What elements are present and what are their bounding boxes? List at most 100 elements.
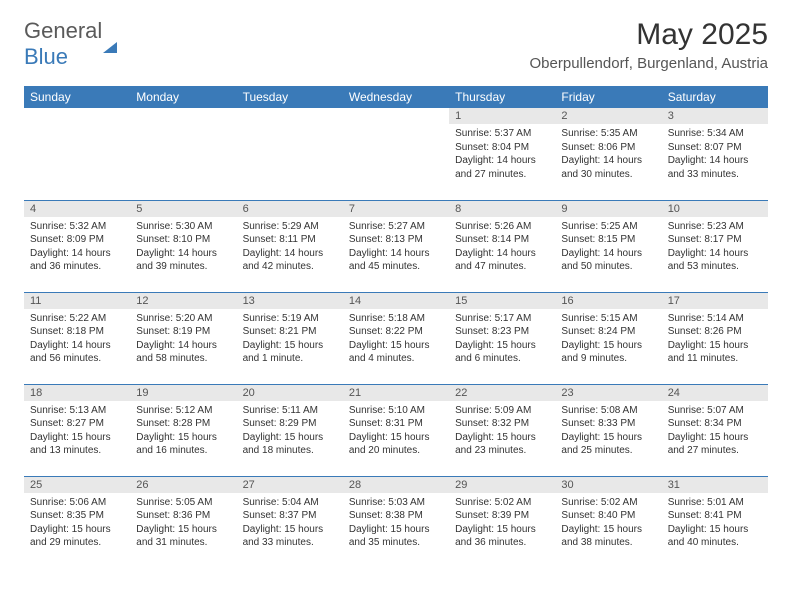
calendar-day-cell: 6Sunrise: 5:29 AM Sunset: 8:11 PM Daylig… — [237, 200, 343, 292]
weekday-header-row: Sunday Monday Tuesday Wednesday Thursday… — [24, 86, 768, 108]
calendar-day-cell — [24, 108, 130, 200]
calendar-day-cell: 24Sunrise: 5:07 AM Sunset: 8:34 PM Dayli… — [662, 384, 768, 476]
day-number: 25 — [24, 477, 130, 493]
calendar-week-row: 1Sunrise: 5:37 AM Sunset: 8:04 PM Daylig… — [24, 108, 768, 200]
calendar-day-cell: 15Sunrise: 5:17 AM Sunset: 8:23 PM Dayli… — [449, 292, 555, 384]
calendar-day-cell: 2Sunrise: 5:35 AM Sunset: 8:06 PM Daylig… — [555, 108, 661, 200]
day-number: 19 — [130, 385, 236, 401]
calendar-day-cell: 12Sunrise: 5:20 AM Sunset: 8:19 PM Dayli… — [130, 292, 236, 384]
day-number: 11 — [24, 293, 130, 309]
day-content: Sunrise: 5:01 AM Sunset: 8:41 PM Dayligh… — [662, 493, 768, 556]
day-content: Sunrise: 5:30 AM Sunset: 8:10 PM Dayligh… — [130, 217, 236, 280]
calendar-day-cell: 9Sunrise: 5:25 AM Sunset: 8:15 PM Daylig… — [555, 200, 661, 292]
day-content: Sunrise: 5:07 AM Sunset: 8:34 PM Dayligh… — [662, 401, 768, 464]
title-block: May 2025 Oberpullendorf, Burgenland, Aus… — [530, 18, 768, 72]
calendar-day-cell: 3Sunrise: 5:34 AM Sunset: 8:07 PM Daylig… — [662, 108, 768, 200]
logo-text: General Blue — [24, 18, 117, 70]
day-content: Sunrise: 5:20 AM Sunset: 8:19 PM Dayligh… — [130, 309, 236, 372]
day-content: Sunrise: 5:11 AM Sunset: 8:29 PM Dayligh… — [237, 401, 343, 464]
calendar-day-cell: 4Sunrise: 5:32 AM Sunset: 8:09 PM Daylig… — [24, 200, 130, 292]
weekday-header: Sunday — [24, 86, 130, 108]
day-content: Sunrise: 5:29 AM Sunset: 8:11 PM Dayligh… — [237, 217, 343, 280]
day-content: Sunrise: 5:22 AM Sunset: 8:18 PM Dayligh… — [24, 309, 130, 372]
location: Oberpullendorf, Burgenland, Austria — [530, 55, 768, 72]
day-number: 3 — [662, 108, 768, 124]
calendar-day-cell: 21Sunrise: 5:10 AM Sunset: 8:31 PM Dayli… — [343, 384, 449, 476]
day-content: Sunrise: 5:06 AM Sunset: 8:35 PM Dayligh… — [24, 493, 130, 556]
calendar-day-cell: 5Sunrise: 5:30 AM Sunset: 8:10 PM Daylig… — [130, 200, 236, 292]
day-content: Sunrise: 5:05 AM Sunset: 8:36 PM Dayligh… — [130, 493, 236, 556]
day-number: 16 — [555, 293, 661, 309]
calendar-day-cell: 11Sunrise: 5:22 AM Sunset: 8:18 PM Dayli… — [24, 292, 130, 384]
day-content: Sunrise: 5:03 AM Sunset: 8:38 PM Dayligh… — [343, 493, 449, 556]
weekday-header: Friday — [555, 86, 661, 108]
day-number: 10 — [662, 201, 768, 217]
day-content: Sunrise: 5:23 AM Sunset: 8:17 PM Dayligh… — [662, 217, 768, 280]
day-content: Sunrise: 5:26 AM Sunset: 8:14 PM Dayligh… — [449, 217, 555, 280]
day-content: Sunrise: 5:32 AM Sunset: 8:09 PM Dayligh… — [24, 217, 130, 280]
calendar-day-cell: 16Sunrise: 5:15 AM Sunset: 8:24 PM Dayli… — [555, 292, 661, 384]
day-number: 30 — [555, 477, 661, 493]
calendar: Sunday Monday Tuesday Wednesday Thursday… — [24, 86, 768, 568]
day-number: 1 — [449, 108, 555, 124]
day-content: Sunrise: 5:13 AM Sunset: 8:27 PM Dayligh… — [24, 401, 130, 464]
day-content: Sunrise: 5:09 AM Sunset: 8:32 PM Dayligh… — [449, 401, 555, 464]
calendar-day-cell: 30Sunrise: 5:02 AM Sunset: 8:40 PM Dayli… — [555, 476, 661, 568]
day-content: Sunrise: 5:02 AM Sunset: 8:40 PM Dayligh… — [555, 493, 661, 556]
weekday-header: Thursday — [449, 86, 555, 108]
day-content: Sunrise: 5:27 AM Sunset: 8:13 PM Dayligh… — [343, 217, 449, 280]
day-number: 31 — [662, 477, 768, 493]
day-content: Sunrise: 5:37 AM Sunset: 8:04 PM Dayligh… — [449, 124, 555, 187]
calendar-day-cell: 29Sunrise: 5:02 AM Sunset: 8:39 PM Dayli… — [449, 476, 555, 568]
calendar-week-row: 11Sunrise: 5:22 AM Sunset: 8:18 PM Dayli… — [24, 292, 768, 384]
day-number: 7 — [343, 201, 449, 217]
day-number: 26 — [130, 477, 236, 493]
month-title: May 2025 — [530, 18, 768, 52]
day-content: Sunrise: 5:08 AM Sunset: 8:33 PM Dayligh… — [555, 401, 661, 464]
day-content: Sunrise: 5:17 AM Sunset: 8:23 PM Dayligh… — [449, 309, 555, 372]
calendar-day-cell: 19Sunrise: 5:12 AM Sunset: 8:28 PM Dayli… — [130, 384, 236, 476]
weekday-header: Saturday — [662, 86, 768, 108]
logo-general: General — [24, 18, 102, 43]
calendar-day-cell: 14Sunrise: 5:18 AM Sunset: 8:22 PM Dayli… — [343, 292, 449, 384]
calendar-day-cell: 17Sunrise: 5:14 AM Sunset: 8:26 PM Dayli… — [662, 292, 768, 384]
calendar-day-cell: 22Sunrise: 5:09 AM Sunset: 8:32 PM Dayli… — [449, 384, 555, 476]
day-number: 13 — [237, 293, 343, 309]
day-number: 24 — [662, 385, 768, 401]
calendar-day-cell: 23Sunrise: 5:08 AM Sunset: 8:33 PM Dayli… — [555, 384, 661, 476]
calendar-day-cell: 13Sunrise: 5:19 AM Sunset: 8:21 PM Dayli… — [237, 292, 343, 384]
logo-blue: Blue — [24, 44, 68, 69]
day-number: 23 — [555, 385, 661, 401]
day-number: 27 — [237, 477, 343, 493]
day-number: 21 — [343, 385, 449, 401]
calendar-day-cell: 18Sunrise: 5:13 AM Sunset: 8:27 PM Dayli… — [24, 384, 130, 476]
calendar-day-cell — [130, 108, 236, 200]
logo: General Blue — [24, 18, 117, 70]
calendar-day-cell — [237, 108, 343, 200]
day-number: 12 — [130, 293, 236, 309]
day-number: 15 — [449, 293, 555, 309]
day-content: Sunrise: 5:04 AM Sunset: 8:37 PM Dayligh… — [237, 493, 343, 556]
day-content: Sunrise: 5:12 AM Sunset: 8:28 PM Dayligh… — [130, 401, 236, 464]
calendar-day-cell: 25Sunrise: 5:06 AM Sunset: 8:35 PM Dayli… — [24, 476, 130, 568]
day-number: 22 — [449, 385, 555, 401]
day-number: 14 — [343, 293, 449, 309]
day-content: Sunrise: 5:15 AM Sunset: 8:24 PM Dayligh… — [555, 309, 661, 372]
day-number: 2 — [555, 108, 661, 124]
calendar-day-cell: 28Sunrise: 5:03 AM Sunset: 8:38 PM Dayli… — [343, 476, 449, 568]
day-number: 9 — [555, 201, 661, 217]
day-number: 29 — [449, 477, 555, 493]
calendar-day-cell — [343, 108, 449, 200]
calendar-week-row: 18Sunrise: 5:13 AM Sunset: 8:27 PM Dayli… — [24, 384, 768, 476]
day-number: 20 — [237, 385, 343, 401]
day-number: 4 — [24, 201, 130, 217]
weekday-header: Wednesday — [343, 86, 449, 108]
day-content: Sunrise: 5:18 AM Sunset: 8:22 PM Dayligh… — [343, 309, 449, 372]
day-content: Sunrise: 5:02 AM Sunset: 8:39 PM Dayligh… — [449, 493, 555, 556]
day-number: 6 — [237, 201, 343, 217]
calendar-day-cell: 10Sunrise: 5:23 AM Sunset: 8:17 PM Dayli… — [662, 200, 768, 292]
header: General Blue May 2025 Oberpullendorf, Bu… — [24, 18, 768, 72]
calendar-day-cell: 8Sunrise: 5:26 AM Sunset: 8:14 PM Daylig… — [449, 200, 555, 292]
calendar-week-row: 4Sunrise: 5:32 AM Sunset: 8:09 PM Daylig… — [24, 200, 768, 292]
calendar-day-cell: 31Sunrise: 5:01 AM Sunset: 8:41 PM Dayli… — [662, 476, 768, 568]
